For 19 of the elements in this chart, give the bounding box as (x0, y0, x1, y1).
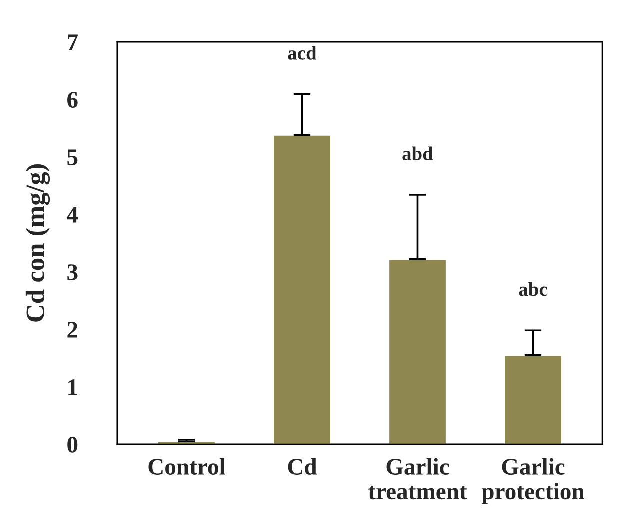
x-tick-label: Cd (288, 458, 318, 475)
y-tick-label: 4 (67, 207, 78, 223)
y-tick-label: 0 (68, 436, 78, 453)
y-tick-label: 5 (68, 150, 78, 166)
annotation: abd (402, 146, 434, 160)
x-tick-label: Garlic treatment (368, 458, 468, 500)
annotation: abc (519, 282, 548, 296)
x-tick-label: Garlic protection (482, 458, 584, 504)
bar (272, 134, 332, 444)
y-tick-label: 6 (68, 92, 78, 108)
y-tick-label: 2 (68, 322, 78, 338)
y-tick-label: 7 (68, 34, 78, 50)
x-tick-label: Control (148, 458, 226, 475)
annotation: acd (288, 46, 317, 60)
y-tick-label: 1 (68, 380, 78, 396)
y-axis-title: Cd con (mg/g) (26, 164, 50, 322)
bar (388, 258, 448, 444)
bar (504, 354, 563, 444)
y-tick-label: 3 (68, 264, 78, 280)
